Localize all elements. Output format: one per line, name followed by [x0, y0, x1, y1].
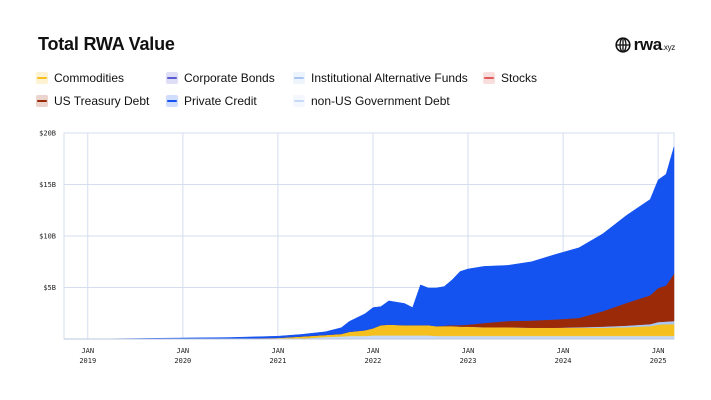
- legend-item[interactable]: Private Credit: [166, 93, 293, 109]
- x-tick-month: JAN: [367, 347, 380, 355]
- legend-item[interactable]: Commodities: [36, 70, 166, 86]
- legend-label: Commodities: [54, 71, 125, 85]
- legend-label: non-US Government Debt: [311, 94, 450, 108]
- x-tick-year: 2020: [174, 357, 191, 365]
- y-tick-label: $20B: [39, 130, 56, 138]
- x-tick-month: JAN: [272, 347, 285, 355]
- x-tick-year: 2024: [555, 357, 572, 365]
- chart-legend: Commodities Corporate Bonds Institutional …: [36, 70, 676, 109]
- legend-label: US Treasury Debt: [54, 94, 150, 108]
- x-tick-month: JAN: [557, 347, 570, 355]
- legend-swatch: [293, 95, 305, 107]
- x-tick-year: 2022: [365, 357, 382, 365]
- x-tick-month: JAN: [652, 347, 665, 355]
- x-tick-year: 2023: [460, 357, 477, 365]
- legend-label: Corporate Bonds: [184, 71, 275, 85]
- legend-label: Stocks: [501, 71, 538, 85]
- legend-label: Institutional Alternative Funds: [311, 71, 468, 85]
- y-tick-label: $15B: [39, 181, 56, 189]
- legend-item[interactable]: Corporate Bonds: [166, 70, 293, 86]
- x-tick-year: 2021: [269, 357, 286, 365]
- legend-swatch: [293, 72, 305, 84]
- legend-item[interactable]: Stocks: [483, 70, 603, 86]
- legend-item[interactable]: non-US Government Debt: [293, 93, 483, 109]
- legend-swatch: [166, 95, 178, 107]
- legend-swatch: [166, 72, 178, 84]
- x-tick-month: JAN: [177, 347, 190, 355]
- area-series-private-credit: [71, 146, 675, 340]
- x-tick-year: 2019: [79, 357, 96, 365]
- logo-text: rwa.xyz: [633, 35, 676, 54]
- y-tick-label: $5B: [43, 284, 56, 292]
- x-tick-month: JAN: [462, 347, 475, 355]
- legend-swatch: [36, 72, 48, 84]
- chart-title: Total RWA Value: [38, 34, 175, 54]
- x-tick-year: 2025: [650, 357, 667, 365]
- x-tick-month: JAN: [81, 347, 94, 355]
- legend-label: Private Credit: [184, 94, 257, 108]
- legend-swatch: [483, 72, 495, 84]
- legend-item[interactable]: US Treasury Debt: [36, 93, 166, 109]
- legend-swatch: [36, 95, 48, 107]
- globe-icon: [614, 37, 631, 53]
- y-tick-label: $10B: [39, 233, 56, 241]
- rwa-logo[interactable]: rwa.xyz: [614, 34, 676, 55]
- legend-item[interactable]: Institutional Alternative Funds: [293, 70, 483, 86]
